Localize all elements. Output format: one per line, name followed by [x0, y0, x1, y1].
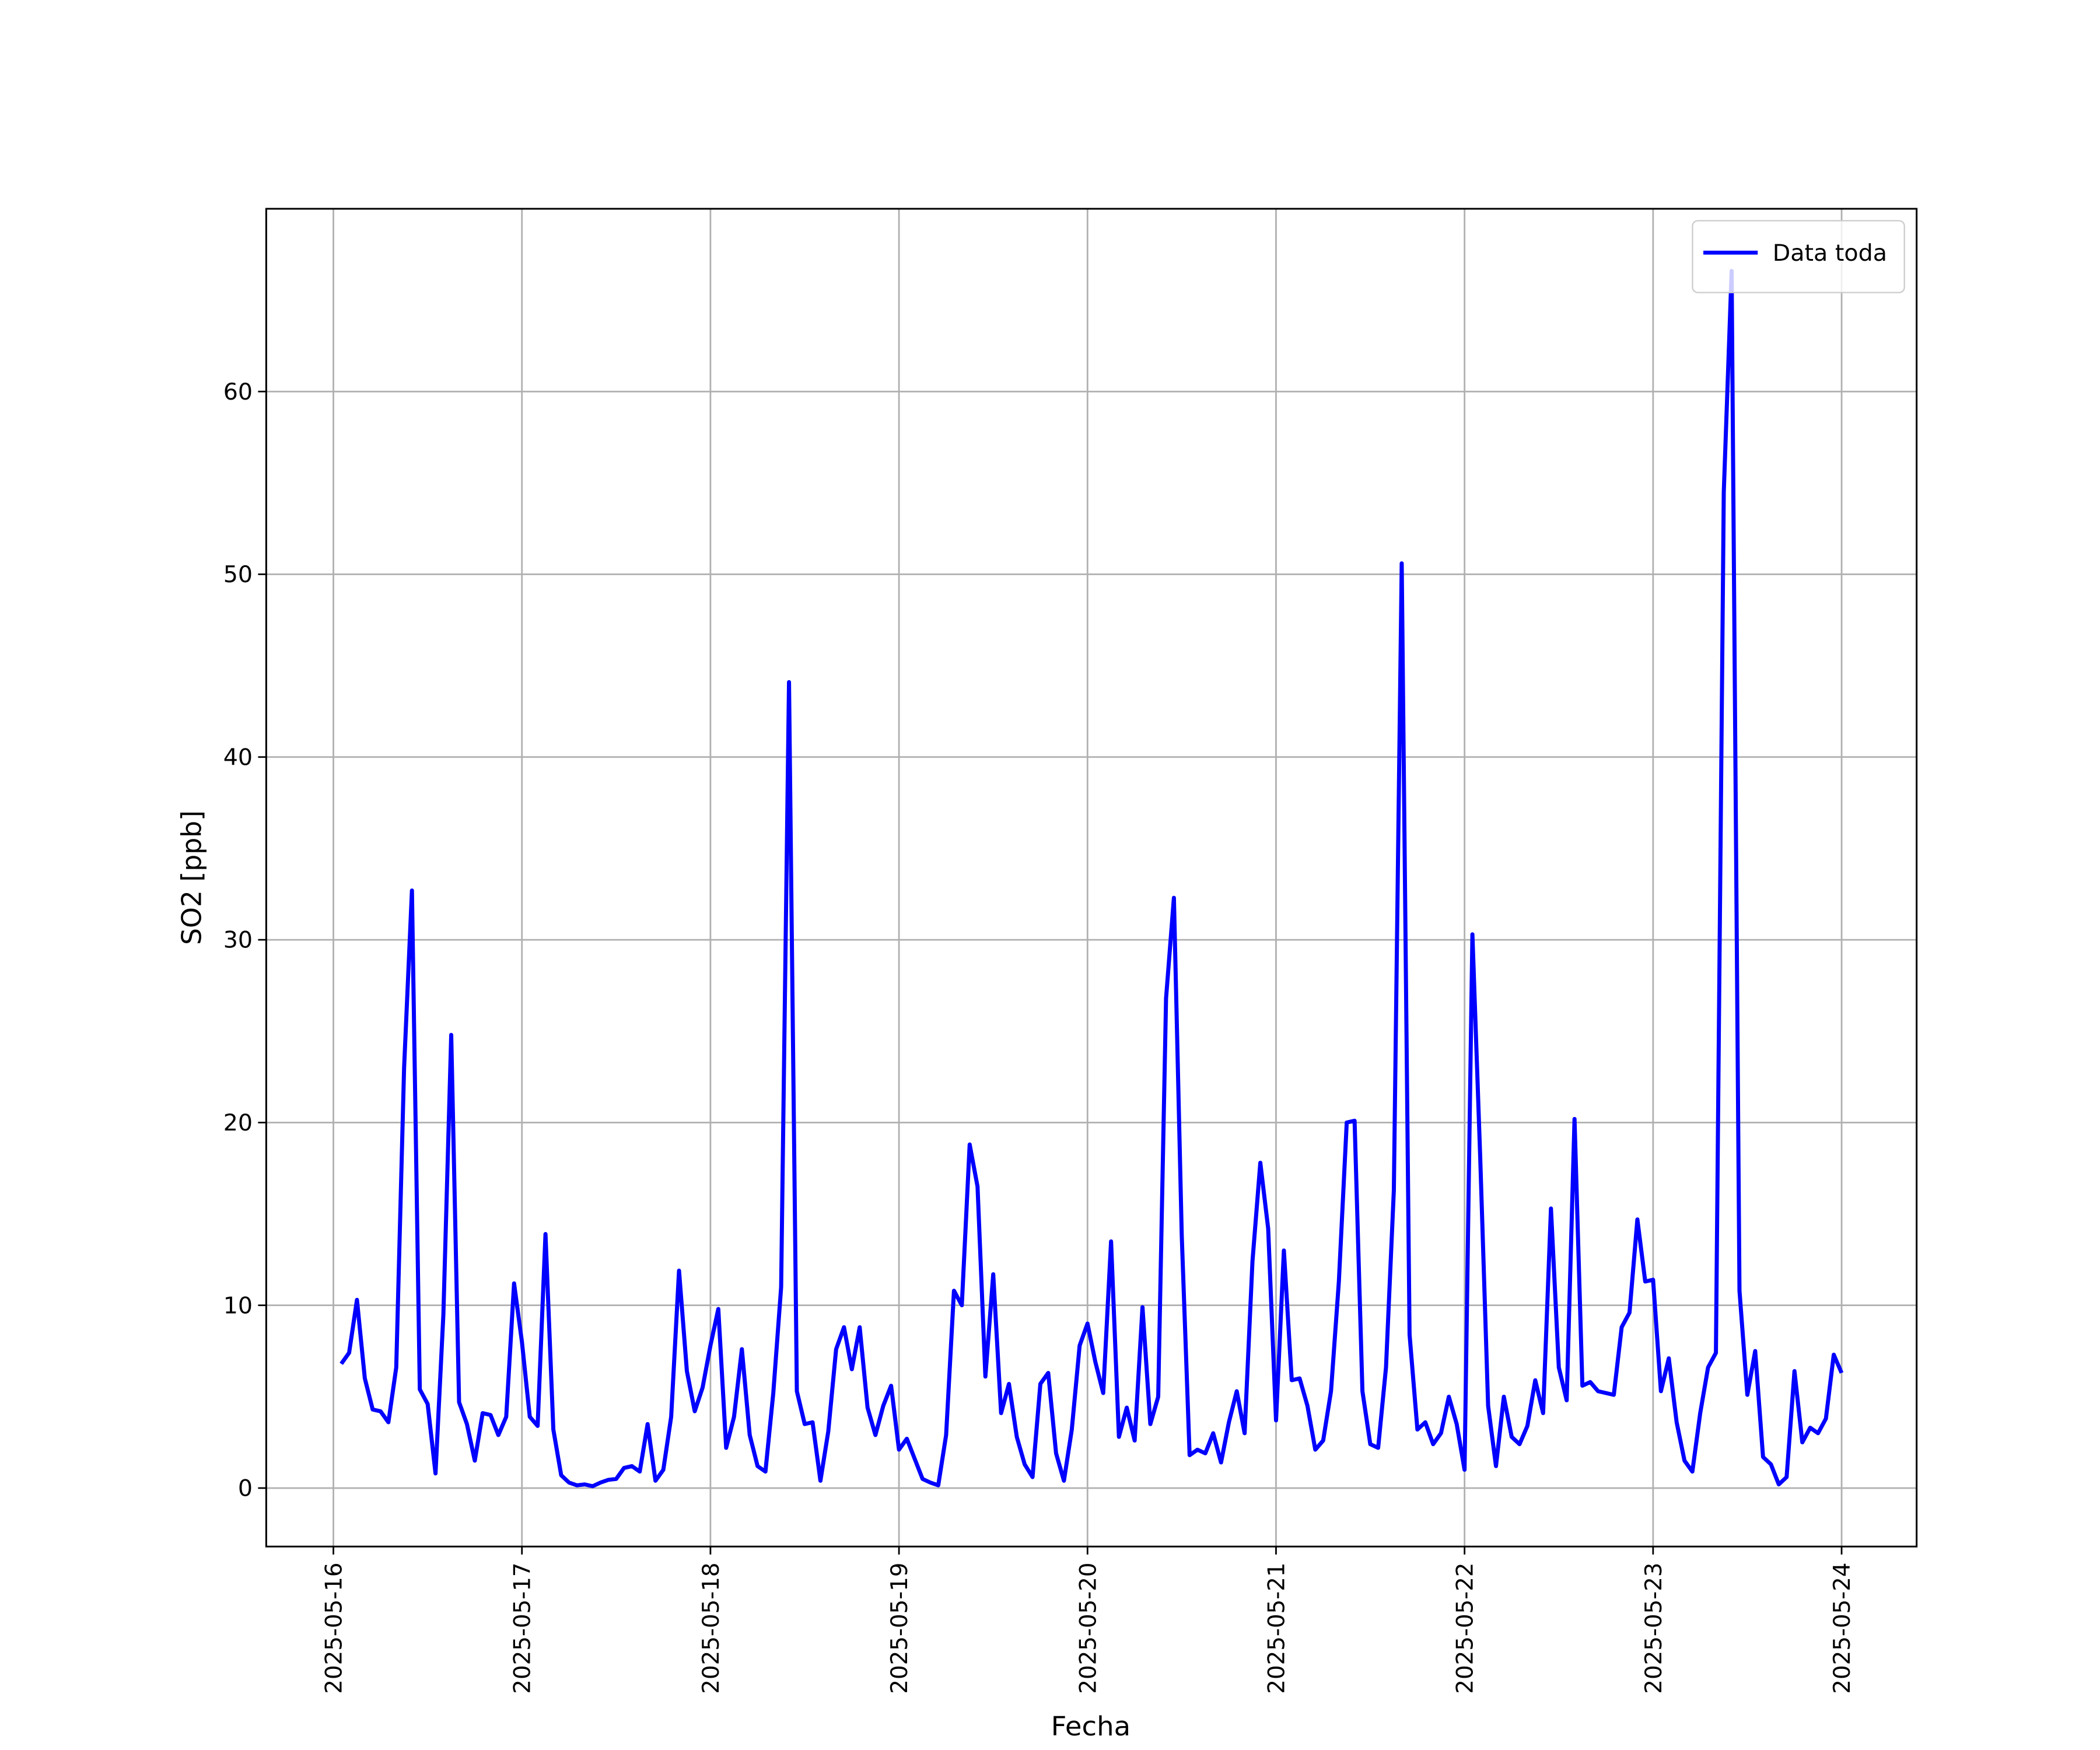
x-tick-label: 2025-05-20: [1075, 1563, 1101, 1694]
x-tick-label: 2025-05-24: [1829, 1563, 1856, 1694]
y-tick-label: 40: [223, 745, 253, 771]
y-tick-label: 60: [223, 379, 253, 405]
x-tick-label: 2025-05-22: [1452, 1563, 1478, 1694]
legend: Data toda: [1692, 220, 1905, 293]
x-tick-label: 2025-05-21: [1264, 1563, 1290, 1694]
legend-label: Data toda: [1773, 240, 1887, 267]
x-tick-label: 2025-05-23: [1640, 1563, 1667, 1694]
y-tick-label: 10: [223, 1293, 253, 1320]
x-tick-label: 2025-05-19: [887, 1563, 913, 1694]
data-line: [340, 269, 1844, 1489]
legend-box: [1692, 220, 1905, 293]
y-axis-label: SO2 [ppb]: [176, 810, 208, 945]
x-tick-label: 2025-05-16: [321, 1563, 347, 1694]
y-tick-label: 50: [223, 562, 253, 589]
y-tick-label: 30: [223, 928, 253, 954]
plot-frame: [265, 208, 1918, 1548]
x-axis-label: Fecha: [1051, 1710, 1131, 1741]
y-tick-label: 0: [238, 1476, 253, 1502]
x-tick-label: 2025-05-18: [698, 1563, 724, 1694]
x-tick-label: 2025-05-17: [509, 1563, 536, 1694]
y-tick-label: 20: [223, 1110, 253, 1136]
